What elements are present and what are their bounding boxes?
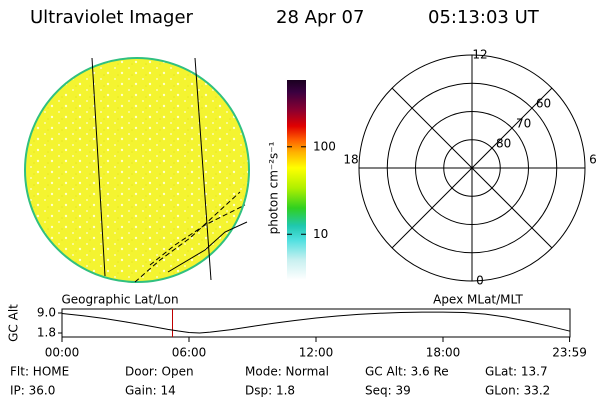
- meridian: [194, 57, 212, 281]
- status-field: GLon: 33.2: [485, 384, 550, 398]
- contour: [149, 204, 246, 266]
- x-tick-label: 18:00: [426, 346, 461, 360]
- y-tick-label: 9.0: [37, 306, 56, 320]
- colorbar-tick-label: 100: [313, 139, 336, 153]
- ring-label: 60: [536, 97, 551, 111]
- mlt-label: 0: [476, 274, 484, 288]
- x-tick-label: 00:00: [45, 346, 80, 360]
- status-field: Gain: 14: [125, 384, 176, 398]
- status-field: IP: 36.0: [10, 384, 55, 398]
- status-field: Mode: Normal: [245, 365, 329, 379]
- status-field: Flt: HOME: [10, 365, 69, 379]
- status-field: Dsp: 1.8: [245, 384, 295, 398]
- ring-label: 80: [496, 137, 511, 151]
- polar-ring: [443, 139, 501, 197]
- x-tick-label: 12:00: [299, 346, 334, 360]
- ring-label: 70: [516, 117, 531, 131]
- status-field: GC Alt: 3.6 Re: [365, 365, 449, 379]
- contour: [134, 191, 241, 283]
- time: 05:13:03 UT: [428, 7, 540, 28]
- status-field: Door: Open: [125, 365, 194, 379]
- y-tick-label: 1.8: [37, 326, 56, 340]
- contour: [167, 221, 248, 273]
- mlt-label: 18: [343, 153, 358, 167]
- status-field: GLat: 13.7: [485, 365, 548, 379]
- altitude-line: [61, 311, 570, 334]
- title: Ultraviolet Imager: [30, 7, 194, 28]
- polar-spoke: [391, 87, 553, 249]
- polar-ring: [386, 82, 558, 254]
- date: 28 Apr 07: [276, 7, 364, 28]
- plot-label: Apex MLat/MLT: [433, 293, 523, 307]
- image-disc: [24, 57, 250, 283]
- meridian: [91, 57, 106, 277]
- colorbar: [287, 80, 306, 280]
- x-tick-label: 06:00: [172, 346, 207, 360]
- uv-image: [24, 57, 250, 283]
- colorbar-tick-label: 10: [313, 227, 328, 241]
- polar-ring: [415, 111, 529, 225]
- x-tick-label: 23:59: [552, 346, 587, 360]
- plot-frame: [61, 308, 571, 338]
- y-axis-label: GC Alt: [7, 304, 21, 342]
- mlt-label: 12: [472, 48, 487, 62]
- plot-label: Geographic Lat/Lon: [61, 293, 178, 307]
- mlt-label: 6: [589, 153, 597, 167]
- status-field: Seq: 39: [365, 384, 411, 398]
- colorbar-label: photon cm⁻²s⁻¹: [267, 141, 281, 234]
